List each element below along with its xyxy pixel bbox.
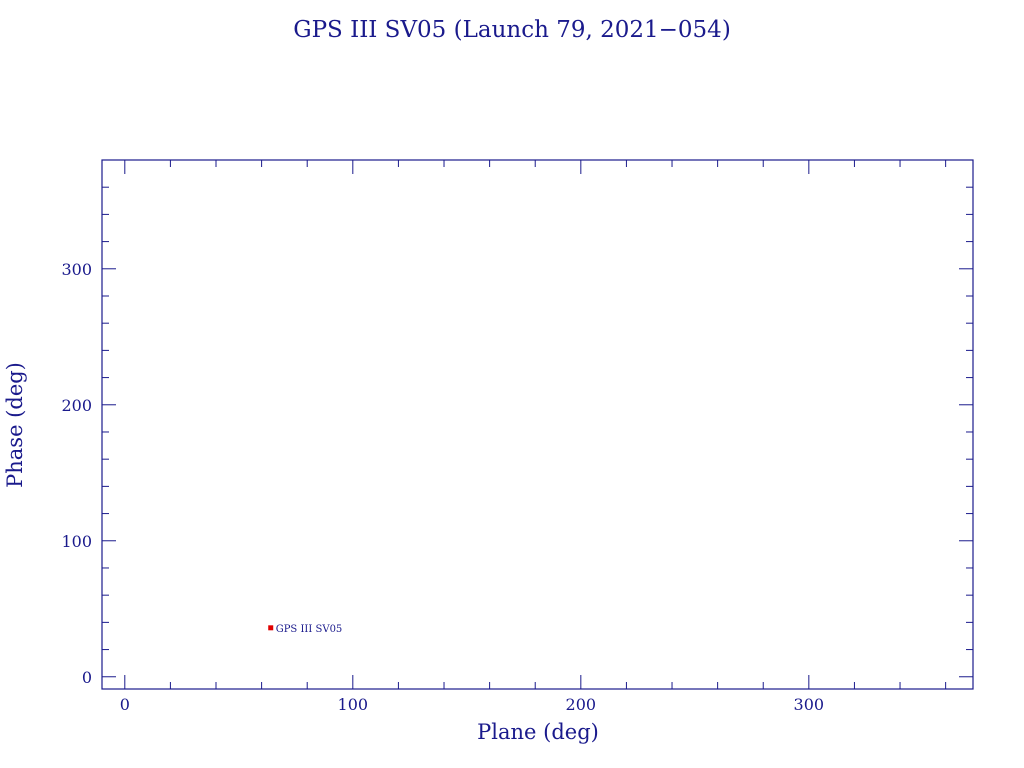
x-tick-label: 300 — [794, 695, 825, 714]
y-tick-label: 300 — [61, 260, 92, 279]
axis-ticks — [102, 159, 973, 689]
chart-title: GPS III SV05 (Launch 79, 2021−054) — [293, 17, 731, 43]
x-tick-label: 0 — [120, 695, 130, 714]
y-axis-label: Phase (deg) — [3, 362, 27, 488]
y-tick-label: 200 — [61, 396, 92, 415]
plot-frame — [101, 159, 974, 690]
x-axis-label: Plane (deg) — [477, 720, 599, 744]
y-tick-label: 0 — [82, 668, 92, 687]
x-tick-label: 100 — [338, 695, 369, 714]
data-point-label: GPS III SV05 — [276, 624, 343, 635]
data-point — [268, 625, 274, 631]
data-points: GPS III SV05 — [268, 624, 342, 635]
x-tick-label: 200 — [566, 695, 597, 714]
axis-tick-labels: 0 100 200 300 0 100 200 300 — [61, 260, 824, 714]
y-tick-label: 100 — [61, 532, 92, 551]
